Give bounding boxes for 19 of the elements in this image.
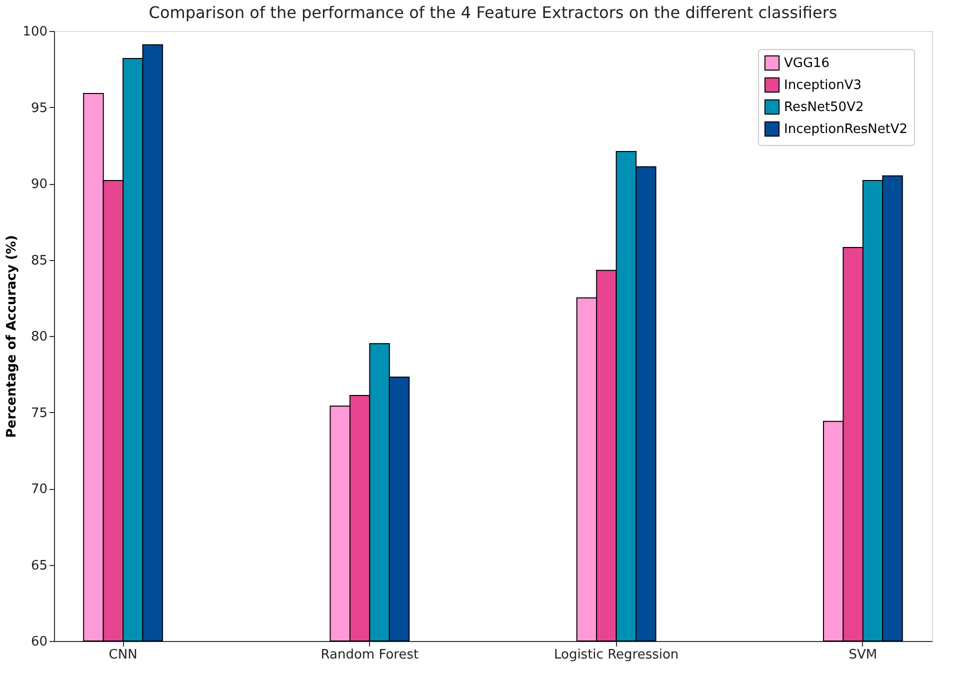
y-tick-label: 100 bbox=[22, 24, 48, 40]
y-tick-label: 70 bbox=[30, 482, 48, 497]
y-tick-label: 60 bbox=[30, 634, 48, 650]
x-tick-label: SVM bbox=[848, 648, 878, 662]
legend-label: InceptionResNetV2 bbox=[784, 122, 908, 137]
y-tick-label: 85 bbox=[30, 253, 48, 268]
y-axis-title: Percentage of Accuracy (%) bbox=[4, 235, 20, 438]
y-tick-label: 75 bbox=[30, 406, 48, 421]
y-tick-label: 65 bbox=[30, 558, 48, 574]
legend-label: ResNet50V2 bbox=[784, 100, 864, 115]
legend-label: InceptionV3 bbox=[784, 78, 862, 93]
x-tick-label: CNN bbox=[108, 648, 138, 662]
x-tick-label: Logistic Regression bbox=[554, 648, 679, 662]
x-tick-label: Random Forest bbox=[320, 648, 419, 662]
y-tick-label: 95 bbox=[30, 100, 48, 116]
legend-label: VGG16 bbox=[784, 56, 830, 71]
y-tick-label: 90 bbox=[30, 177, 48, 192]
chart-title: Comparison of the performance of the 4 Feature Extractors on the different classifiers bbox=[148, 3, 838, 22]
y-tick-label: 80 bbox=[30, 330, 48, 344]
